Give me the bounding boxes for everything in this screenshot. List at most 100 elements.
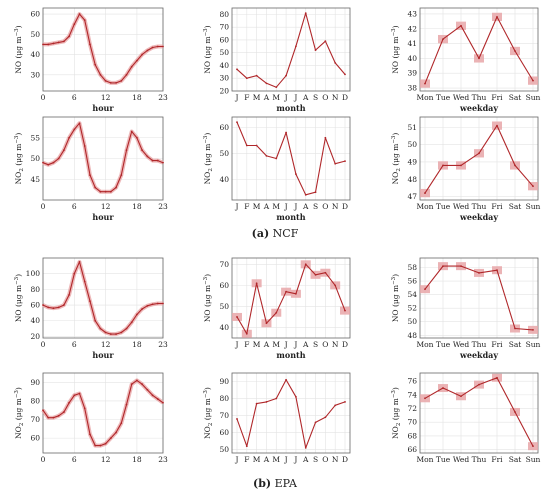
- x-tick-label: O: [322, 340, 328, 349]
- data-point: [255, 144, 258, 147]
- x-tick-label: J: [234, 202, 238, 211]
- y-axis-title: NO2 (μg m−3): [14, 387, 25, 439]
- y-tick-label: 70: [219, 411, 229, 420]
- data-point: [73, 272, 76, 275]
- x-tick-label: Wed: [453, 340, 470, 349]
- y-axis-title: NO (μg m−3): [203, 25, 212, 73]
- axes-frame: [42, 7, 164, 92]
- data-point: [68, 136, 70, 139]
- data-point: [52, 416, 55, 419]
- data-point: [120, 422, 123, 425]
- y-tick-label: 47: [407, 192, 417, 201]
- data-point: [83, 280, 86, 283]
- y-tick-label: 20: [30, 332, 40, 341]
- data-point: [236, 316, 238, 318]
- x-tick-label: 18: [132, 93, 142, 102]
- x-tick-label: J: [234, 93, 238, 102]
- x-tick-label: Sat: [509, 93, 522, 102]
- data-point: [115, 186, 117, 189]
- y-tick-label: 42: [407, 24, 417, 33]
- data-point: [255, 402, 258, 405]
- y-axis-title: NO2 (μg m−3): [391, 387, 402, 439]
- data-point: [120, 174, 123, 177]
- y-axis-title: NO2 (μg m−3): [14, 133, 25, 185]
- y-tick-label: 90: [30, 378, 40, 387]
- x-tick-label: Sun: [526, 340, 541, 349]
- data-point: [442, 38, 444, 41]
- data-point: [68, 401, 70, 404]
- data-point: [115, 333, 117, 335]
- x-tick-label: S: [313, 202, 318, 211]
- y-tick-label: 40: [407, 54, 417, 63]
- data-point: [109, 437, 112, 440]
- data-point: [136, 379, 138, 382]
- y-tick-label: 43: [407, 9, 417, 18]
- data-point: [255, 74, 258, 77]
- data-point: [104, 79, 107, 82]
- y-tick-label: 60: [219, 281, 229, 290]
- y-tick-label: 60: [30, 10, 40, 19]
- y-tick-label: 50: [219, 149, 229, 158]
- x-tick-label: 23: [158, 455, 168, 464]
- x-tick-label: 0: [41, 93, 46, 102]
- data-point: [99, 444, 102, 447]
- x-axis-title: weekday: [459, 212, 498, 222]
- x-tick-label: M: [253, 340, 261, 349]
- data-point: [151, 394, 154, 397]
- x-tick-label: M: [253, 202, 261, 211]
- series-line: [236, 121, 346, 196]
- data-point: [52, 42, 55, 45]
- data-point: [62, 411, 65, 413]
- data-point: [442, 164, 444, 167]
- y-tick-label: 90: [219, 377, 229, 386]
- data-point: [104, 190, 107, 193]
- data-point: [115, 82, 117, 84]
- data-point: [236, 68, 238, 71]
- panel-ncf_no_hour: 30 40 50 60 0 6 12 18 23 hour NO (μg m−3): [14, 7, 168, 113]
- data-point: [151, 159, 154, 162]
- data-point: [265, 401, 268, 403]
- data-point: [334, 162, 337, 165]
- y-tick-label: 40: [219, 323, 229, 332]
- data-point: [334, 284, 337, 287]
- series-line: [43, 13, 163, 84]
- data-point: [275, 311, 278, 314]
- x-tick-label: D: [342, 202, 348, 211]
- data-point: [245, 445, 248, 448]
- x-tick-label: Thu: [472, 93, 487, 102]
- data-point: [324, 416, 327, 419]
- x-tick-label: 0: [41, 455, 46, 464]
- x-tick-label: M: [253, 93, 261, 102]
- x-axis-title: weekday: [459, 103, 498, 113]
- x-tick-label: J: [284, 340, 288, 349]
- x-tick-label: 12: [101, 93, 111, 102]
- x-tick-label: 6: [72, 93, 77, 102]
- y-tick-label: 70: [219, 23, 229, 32]
- data-point: [78, 13, 81, 15]
- data-point: [424, 288, 426, 291]
- x-tick-label: S: [313, 93, 318, 102]
- axes-frame: [419, 116, 539, 201]
- caption-ncf-letter: (a): [251, 227, 270, 240]
- y-axis-title: NO2 (μg m−3): [203, 387, 214, 439]
- data-point: [141, 308, 144, 310]
- data-point: [141, 53, 144, 56]
- data-point: [136, 136, 138, 139]
- y-tick-label: 72: [407, 404, 417, 413]
- confidence-band: [43, 12, 163, 85]
- x-tick-label: Sat: [509, 340, 522, 349]
- x-axis-title: weekday: [459, 350, 498, 360]
- x-axis-title: month: [276, 350, 305, 360]
- x-axis-title: month: [276, 212, 305, 222]
- data-point: [104, 331, 107, 334]
- data-point: [295, 45, 297, 48]
- data-point: [245, 77, 248, 80]
- y-tick-label: 49: [407, 157, 417, 166]
- y-tick-label: 80: [30, 396, 40, 405]
- x-tick-label: 23: [158, 93, 168, 102]
- data-point: [42, 409, 44, 412]
- y-tick-label: 80: [30, 285, 40, 294]
- data-point: [460, 395, 462, 398]
- y-tick-label: 40: [219, 61, 229, 70]
- data-point: [115, 431, 117, 434]
